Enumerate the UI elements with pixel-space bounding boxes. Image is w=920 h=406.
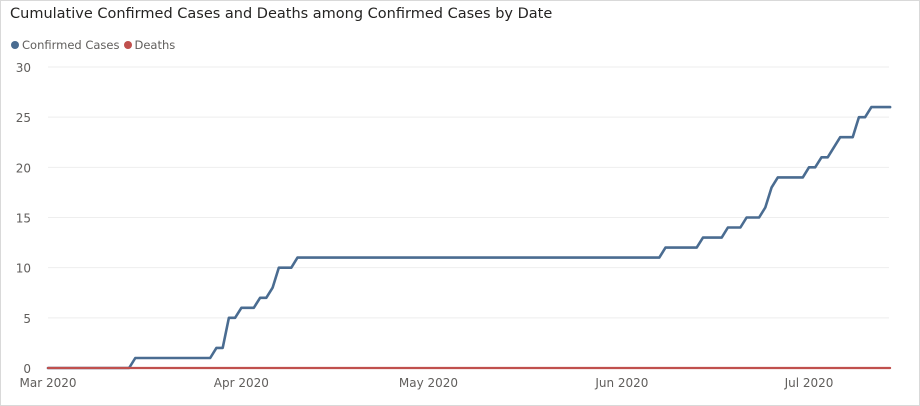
y-tick-label-0: 0 xyxy=(23,362,31,376)
legend-marker-confirmed xyxy=(11,41,19,49)
legend-label-deaths: Deaths xyxy=(134,38,176,52)
legend-marker-deaths xyxy=(123,41,132,49)
x-tick-label-4: Jul 2020 xyxy=(784,376,834,390)
y-tick-label-20: 20 xyxy=(16,161,31,175)
legend-label-confirmed: Confirmed Cases xyxy=(22,38,120,52)
x-tick-label-1: Apr 2020 xyxy=(214,376,269,390)
x-tick-label-0: Mar 2020 xyxy=(20,376,77,390)
legend-item-deaths[interactable]: Deaths xyxy=(123,38,176,52)
y-tick-label-5: 5 xyxy=(23,312,31,326)
legend-item-confirmed[interactable]: Confirmed Cases xyxy=(11,38,120,52)
y-tick-label-10: 10 xyxy=(16,262,31,276)
chart-title: Cumulative Confirmed Cases and Deaths am… xyxy=(10,6,553,22)
y-tick-label-30: 30 xyxy=(16,61,31,75)
series-line-confirmed-cases xyxy=(46,105,892,370)
legend: Confirmed Cases Deaths xyxy=(11,38,179,52)
y-tick-label-25: 25 xyxy=(16,111,31,125)
x-tick-label-2: May 2020 xyxy=(399,376,458,390)
y-tick-label-15: 15 xyxy=(16,212,31,226)
x-tick-label-3: Jun 2020 xyxy=(594,376,648,390)
